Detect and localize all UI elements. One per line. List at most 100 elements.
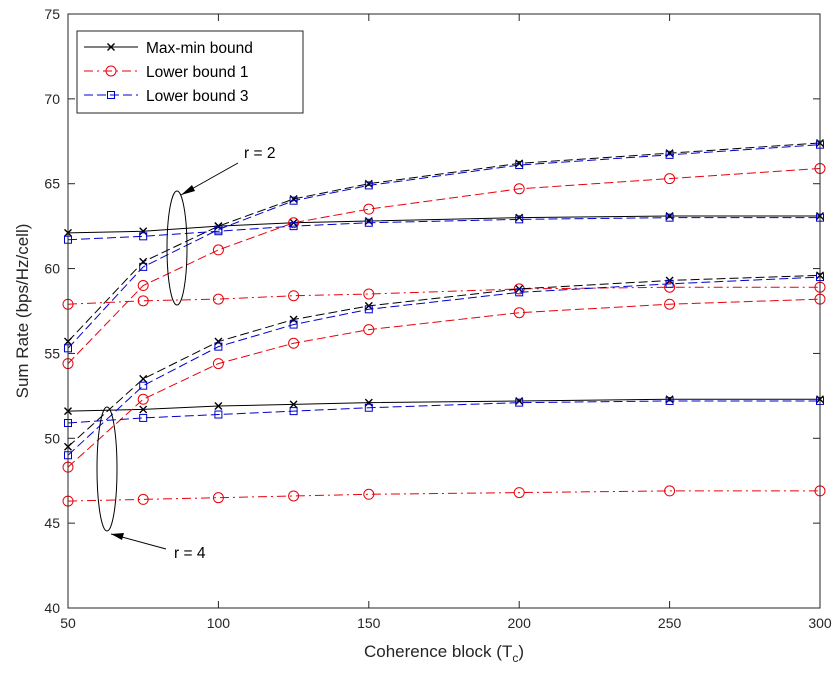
series-11-point-5 [364,403,373,412]
series-4-line [67,167,821,364]
series-7-point-2 [139,405,148,414]
y-axis-label: Sum Rate (bps/Hz/cell) [13,224,32,399]
legend-marker [107,91,115,99]
series-11-point-7 [665,396,674,405]
legend-marker [105,65,117,77]
series-6-line [67,144,821,349]
series-4-point-6 [513,183,525,195]
x-tick-label: 50 [60,615,76,631]
series-10-point-7 [664,298,676,310]
series-5-point-7 [665,213,674,222]
series-7-point-3 [214,402,223,411]
series-1-point-7 [665,211,674,220]
series-8-point-3 [214,337,223,346]
y-tick-label: 75 [44,6,60,22]
legend-entry-2: Lower bound 1 [84,64,249,81]
series-12-point-6 [515,288,524,297]
series-10-point-2 [137,393,149,405]
r2-annotation-label: r = 2 [244,145,275,162]
series-6-point-6 [515,161,524,170]
series-8-point-4 [289,315,298,324]
series-3-point-3 [212,293,224,305]
series-4-point-7 [664,173,676,185]
series-7-point-5 [364,398,373,407]
plot-frame [67,13,821,609]
series-4-point-5 [363,203,375,215]
series-9-point-6 [513,487,525,499]
series-12-line [67,276,821,456]
series-8-line [67,274,821,448]
y-tick-label: 70 [44,91,60,107]
series-12-point-4 [289,320,298,329]
legend-label: Lower bound 1 [146,64,249,81]
series-2-point-5 [364,179,373,188]
series-9-point-4 [288,490,300,502]
ticks-layer: 50 100 150 200 250 300 40 45 50 55 60 65 70 75 [44,6,831,631]
series-10-line [67,298,821,468]
series-8-point-2 [139,374,148,383]
series-11-point-4 [289,407,298,416]
r4-arrow-head [111,533,124,540]
series-9-point-2 [137,493,149,505]
series-3-point-2 [137,295,149,307]
legend-label: Max-min bound [146,40,253,57]
series-10-point-6 [513,307,525,319]
series-1-point-2 [139,227,148,236]
y-tick-label: 55 [44,345,60,361]
series-3-line [67,286,820,305]
series-3-point-7 [664,281,676,293]
y-tick-label: 50 [44,430,60,446]
series-6-point-7 [665,150,674,159]
series-6-point-2 [139,262,148,271]
series-10-point-3 [212,358,224,370]
r4-annotation-label: r = 4 [174,545,206,562]
legend: Max-min bound Lower bound 1 Lower bound 3 [76,30,304,114]
x-tick-label: 200 [508,615,532,631]
series-4-point-3 [212,244,224,256]
y-tick-label: 65 [44,176,60,192]
series-2-point-4 [289,194,298,203]
y-tick-label: 60 [44,261,60,277]
series-7-point-7 [665,395,674,404]
series-5-point-2 [139,232,148,241]
legend-box [76,30,304,114]
y-tick-label: 40 [44,600,60,616]
series-1-point-6 [515,213,524,222]
series-9-point-7 [664,485,676,497]
series-9-point-3 [212,492,224,504]
series-5-point-6 [515,215,524,224]
series-7-point-4 [289,400,298,409]
axes-layer [67,13,821,609]
series-1-point-5 [364,217,373,226]
r2-arrow-head [181,185,195,195]
x-axis-label: Coherence block (Tc) [364,642,524,665]
series-11-point-2 [139,413,148,422]
x-tick-label: 100 [207,615,231,631]
series-6-point-5 [364,181,373,190]
series-12-point-7 [665,279,674,288]
series-12-point-3 [214,342,223,351]
series-11-line [67,400,820,424]
series-9-line [67,490,820,502]
series-2-line [67,142,821,342]
series-9-point-5 [363,488,375,500]
series-1 [64,211,824,237]
series-5-point-5 [364,218,373,227]
series-3-point-4 [288,290,300,302]
series-7-line [67,398,820,412]
series-10-point-4 [288,337,300,349]
series-2-point-2 [139,257,148,266]
series-5-point-4 [289,222,298,231]
r2-group-ellipse [166,190,188,306]
legend-entry-3: Lower bound 3 [84,88,249,105]
x-tick-label: 150 [357,615,381,631]
annotation-layer: r = 2 r = 4 [96,145,275,562]
series-1-line [67,215,820,234]
series-11-point-6 [515,398,524,407]
series-11 [64,396,824,428]
legend-label: Lower bound 3 [146,88,249,105]
series-6-point-4 [289,196,298,205]
series-12-point-2 [139,381,148,390]
series-12-point-5 [364,305,373,314]
